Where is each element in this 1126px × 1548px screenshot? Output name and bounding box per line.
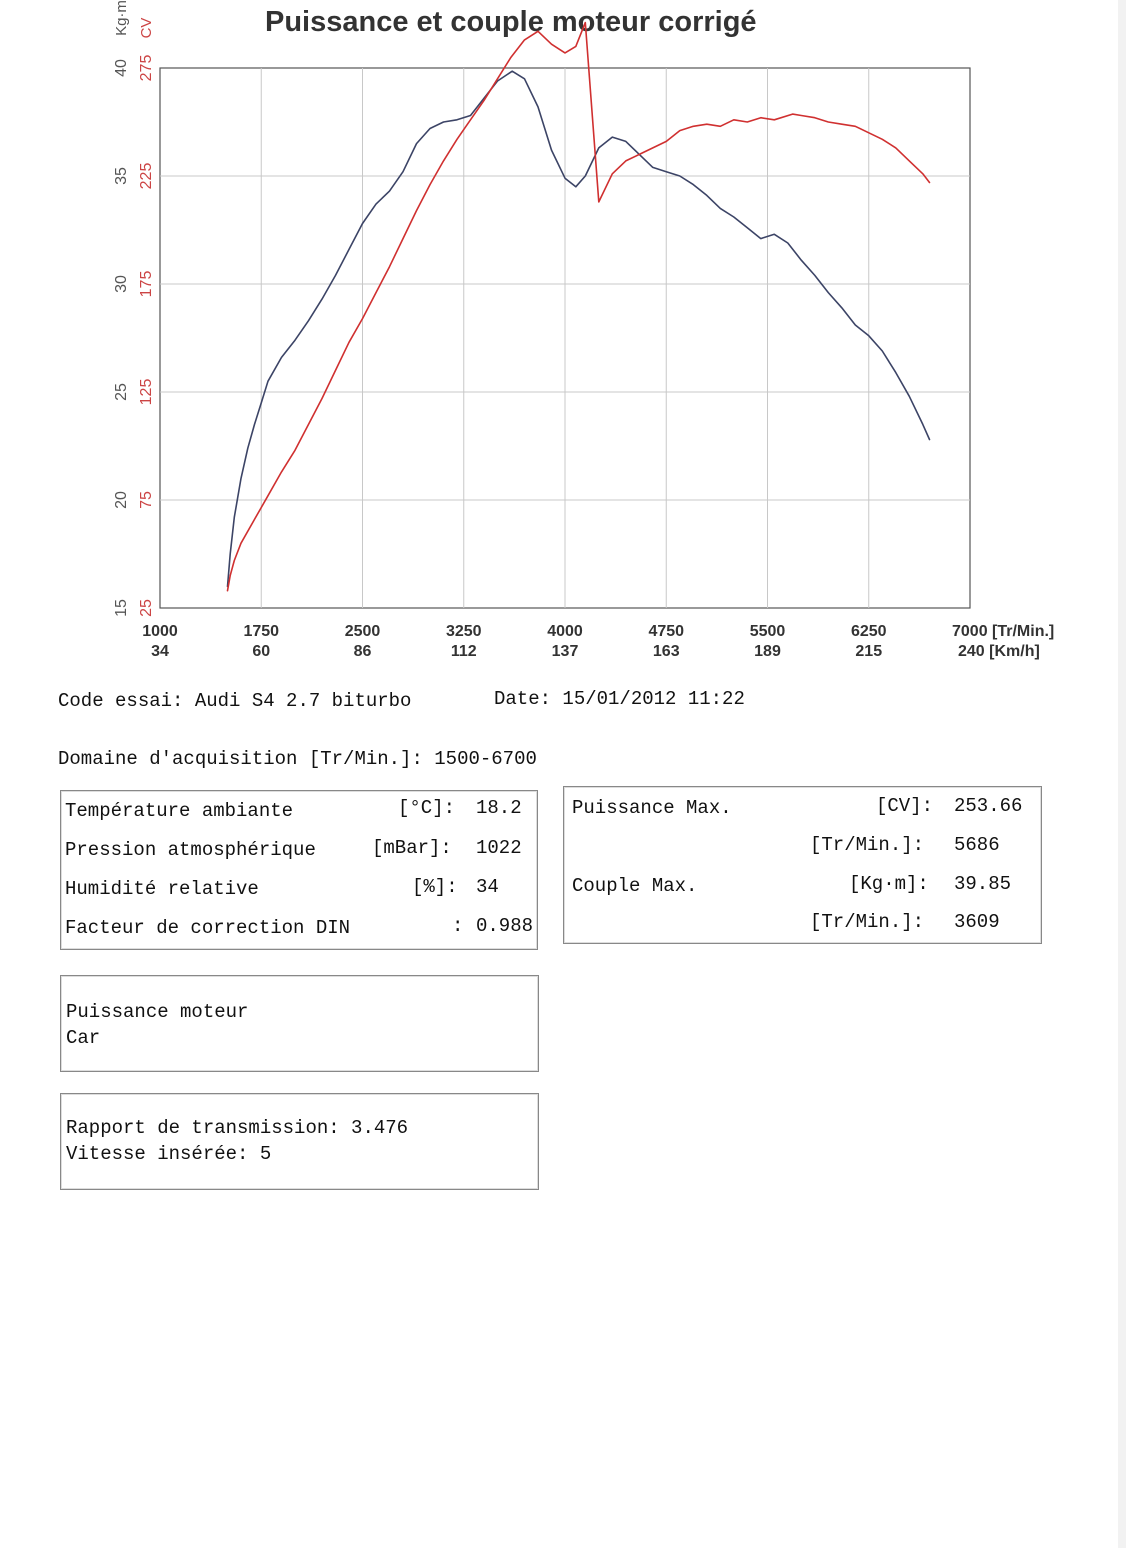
temp-label: Température ambiante bbox=[65, 800, 294, 822]
gear-engaged: Vitesse insérée: 5 bbox=[66, 1143, 272, 1165]
x2-tick-label: 112 bbox=[451, 643, 477, 660]
x-tick-label: 2500 bbox=[345, 623, 381, 640]
correction-label: Facteur de correction DIN bbox=[65, 917, 351, 939]
humidity-value: 34 bbox=[476, 876, 499, 898]
transmission-ratio: Rapport de transmission: 3.476 bbox=[66, 1117, 409, 1139]
page-margin-left bbox=[0, 0, 26, 1548]
max-power-rpm-unit: [Tr/Min.]: bbox=[810, 834, 925, 856]
y-torque-tick-label: 25 bbox=[113, 383, 130, 401]
y-torque-unit: Kg·m bbox=[113, 0, 130, 36]
max-torque-unit: [Kg·m]: bbox=[849, 873, 929, 895]
x-tick-label: 6250 bbox=[851, 623, 887, 640]
pressure-label: Pression atmosphérique bbox=[65, 839, 316, 861]
y-power-tick-label: 275 bbox=[138, 55, 155, 82]
humidity-unit: [%]: bbox=[412, 876, 458, 898]
max-torque-rpm-value: 3609 bbox=[954, 911, 1000, 933]
engine-power-box bbox=[60, 975, 539, 1072]
temp-unit: [°C]: bbox=[398, 797, 456, 819]
x2-tick-label: 86 bbox=[354, 643, 372, 660]
results-box bbox=[563, 786, 1042, 944]
temp-value: 18.2 bbox=[476, 797, 522, 819]
x-tick-label: 5500 bbox=[750, 623, 786, 640]
correction-value: 0.988 bbox=[476, 915, 534, 937]
max-power-unit: [CV]: bbox=[876, 795, 934, 817]
transmission-box bbox=[60, 1093, 539, 1190]
x2-tick-label: 34 bbox=[151, 643, 169, 660]
torque-curve bbox=[226, 70, 931, 588]
test-date: Date: 15/01/2012 11:22 bbox=[494, 688, 745, 710]
x-tick-label: 4000 bbox=[547, 623, 583, 640]
y-power-tick-label: 125 bbox=[138, 379, 155, 406]
pressure-value: 1022 bbox=[476, 837, 522, 859]
pressure-unit: [mBar]: bbox=[372, 837, 452, 859]
chart-title: Puissance et couple moteur corrigé bbox=[265, 6, 757, 38]
x-tick-label: 1750 bbox=[243, 623, 279, 640]
test-code: Code essai: Audi S4 2.7 biturbo bbox=[58, 690, 412, 712]
x2-tick-label: 60 bbox=[252, 643, 270, 660]
conditions-box bbox=[60, 790, 538, 950]
y-power-tick-label: 225 bbox=[138, 163, 155, 190]
max-torque-label: Couple Max. bbox=[572, 875, 698, 897]
y-torque-tick-label: 35 bbox=[113, 167, 130, 185]
engine-power-line2: Car bbox=[66, 1027, 101, 1049]
max-power-value: 253.66 bbox=[954, 795, 1023, 817]
max-torque-value: 39.85 bbox=[954, 873, 1012, 895]
x2-tick-label: 215 bbox=[855, 643, 882, 660]
max-power-label: Puissance Max. bbox=[572, 797, 732, 819]
power-curve bbox=[226, 21, 931, 592]
x-tick-label: 7000 [Tr/Min.] bbox=[952, 623, 1054, 640]
y-torque-tick-label: 20 bbox=[113, 491, 130, 509]
y-torque-tick-label: 40 bbox=[113, 59, 130, 77]
y-torque-tick-label: 30 bbox=[113, 275, 130, 293]
page-margin-right bbox=[1118, 0, 1126, 1548]
correction-unit: : bbox=[452, 915, 464, 937]
dyno-chart: 1000 34 1750 60 2500 86 3250 112 4000 137 4750 163 5… bbox=[113, 0, 1054, 660]
y-power-tick-label: 25 bbox=[138, 599, 155, 617]
max-torque-rpm-unit: [Tr/Min.]: bbox=[810, 911, 925, 933]
y-power-tick-label: 175 bbox=[138, 271, 155, 298]
y-power-unit: CV bbox=[138, 18, 155, 39]
x2-tick-label: 137 bbox=[552, 643, 579, 660]
engine-power-line1: Puissance moteur bbox=[66, 1001, 249, 1023]
acquisition-range: Domaine d'acquisition [Tr/Min.]: 1500-67… bbox=[58, 748, 537, 770]
x-tick-label: 1000 bbox=[142, 623, 178, 640]
y-power-tick-label: 75 bbox=[138, 491, 155, 509]
max-power-rpm-value: 5686 bbox=[954, 834, 1000, 856]
x-tick-label: 3250 bbox=[446, 623, 482, 640]
x2-tick-label: 240 [Km/h] bbox=[958, 643, 1040, 660]
x2-tick-label: 189 bbox=[754, 643, 781, 660]
humidity-label: Humidité relative bbox=[65, 878, 259, 900]
x-tick-label: 4750 bbox=[648, 623, 684, 640]
y-torque-tick-label: 15 bbox=[113, 599, 130, 617]
x2-tick-label: 163 bbox=[653, 643, 680, 660]
